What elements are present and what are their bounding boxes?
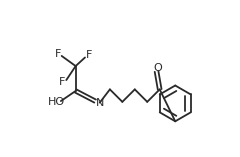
Text: N: N xyxy=(96,98,105,108)
Text: F: F xyxy=(54,49,61,59)
Text: HO: HO xyxy=(48,97,65,107)
Text: F: F xyxy=(86,50,92,60)
Text: O: O xyxy=(153,63,162,73)
Text: F: F xyxy=(59,77,66,87)
